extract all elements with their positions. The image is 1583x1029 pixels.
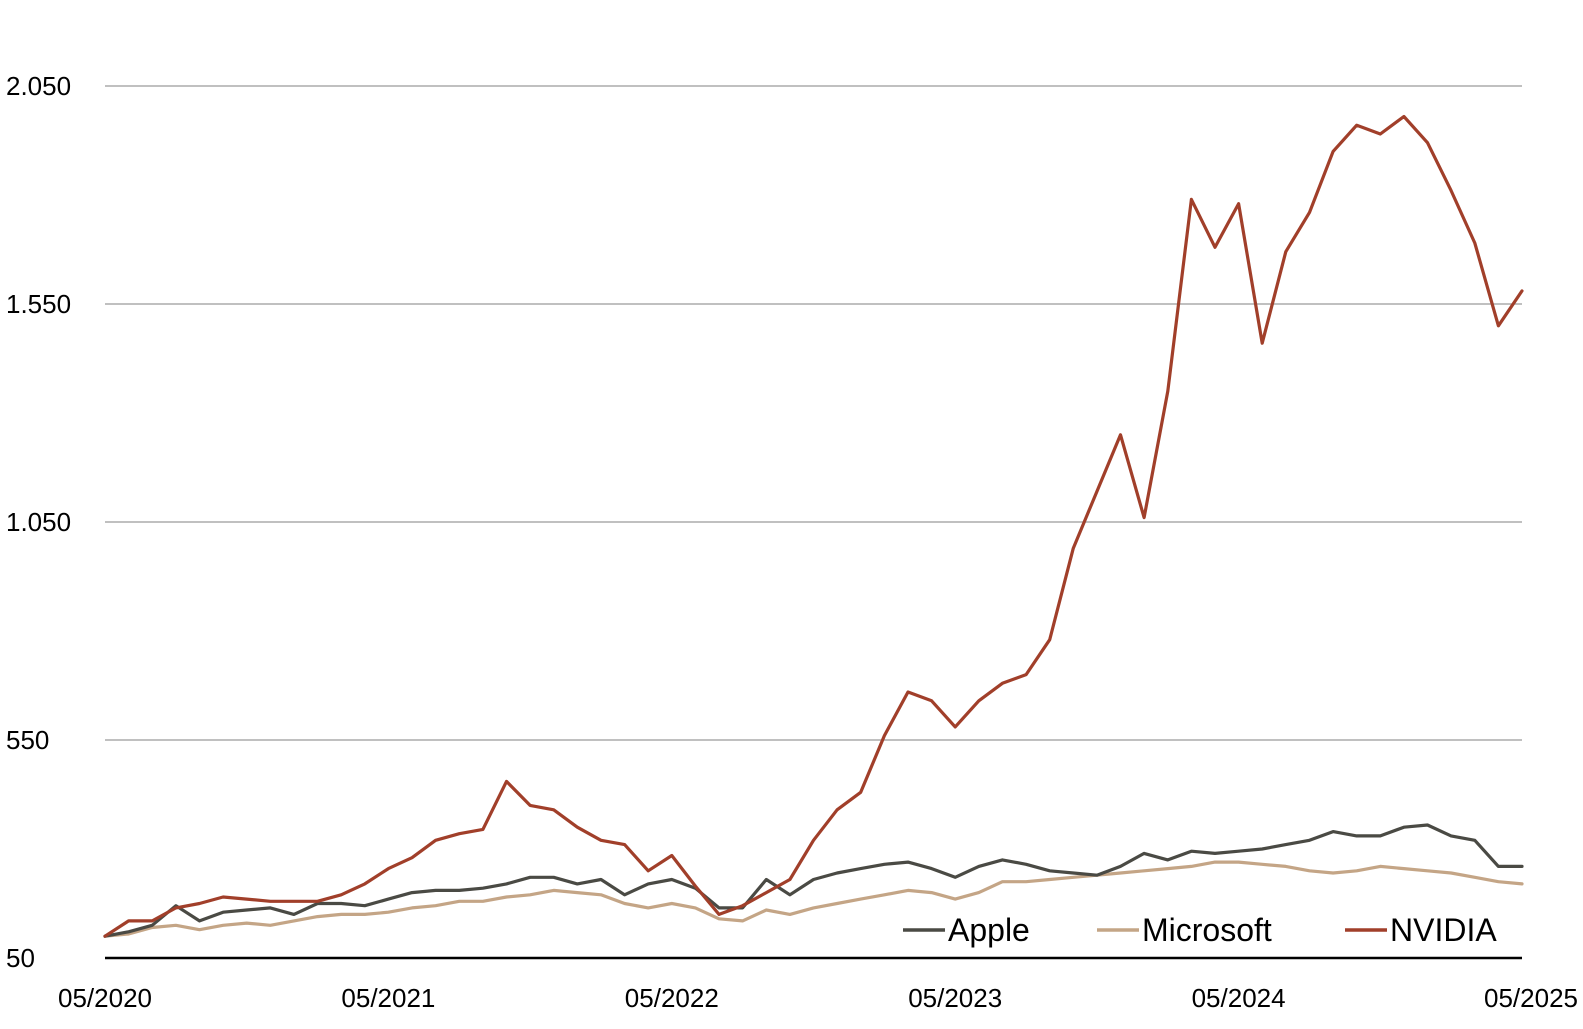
y-tick-label: 550 xyxy=(6,725,49,755)
y-tick-label: 1.050 xyxy=(6,507,71,537)
x-tick-label: 05/2021 xyxy=(341,983,435,1013)
y-axis-tick-labels: 50 550 1.050 1.550 2.050 xyxy=(6,71,71,973)
legend: Apple Microsoft NVIDIA xyxy=(903,912,1497,948)
y-tick-label: 1.550 xyxy=(6,289,71,319)
x-tick-label: 05/2025 xyxy=(1484,983,1578,1013)
x-tick-label: 05/2020 xyxy=(58,983,152,1013)
series-line-nvidia xyxy=(103,114,1524,938)
series-line-microsoft xyxy=(103,860,1524,938)
x-tick-label: 05/2023 xyxy=(908,983,1002,1013)
series-line-apple xyxy=(103,823,1524,938)
x-tick-label: 05/2022 xyxy=(625,983,719,1013)
y-tick-label: 50 xyxy=(6,943,35,973)
x-axis-tick-labels: 05/2020 05/2021 05/2022 05/2023 05/2024 05/20… xyxy=(58,983,1578,1013)
legend-label-microsoft: Microsoft xyxy=(1142,912,1272,948)
series-lines xyxy=(103,114,1524,938)
legend-label-apple: Apple xyxy=(948,912,1030,948)
x-tick-label: 05/2024 xyxy=(1192,983,1286,1013)
y-tick-label: 2.050 xyxy=(6,71,71,101)
gridlines xyxy=(105,85,1522,741)
legend-label-nvidia: NVIDIA xyxy=(1390,912,1497,948)
